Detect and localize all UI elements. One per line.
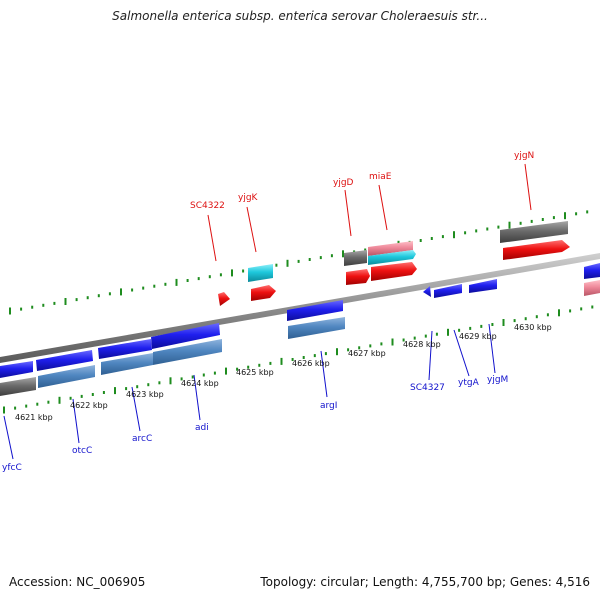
gene-yjgN-feature[interactable] — [503, 240, 570, 260]
gene-label-SC4327[interactable]: SC4327 — [410, 383, 445, 393]
gene-yjgK-cyan-feature[interactable] — [248, 264, 273, 282]
axis-label-4627: 4627 kbp — [348, 349, 386, 358]
gene-gray-left-bottom[interactable] — [0, 377, 36, 396]
plus-strand-ticks — [9, 210, 589, 315]
gene-label-yfcC[interactable]: yfcC — [2, 463, 22, 473]
gene-adi-feature[interactable] — [151, 323, 220, 349]
gene-label-miaE[interactable]: miaE — [369, 172, 392, 182]
gene-pink-right-edge[interactable] — [584, 280, 600, 296]
minus-strand-ticks — [3, 305, 594, 414]
axis-label-4621: 4621 kbp — [15, 413, 53, 422]
axis-label-4623: 4623 kbp — [126, 390, 164, 399]
axis-label-4628: 4628 kbp — [403, 340, 441, 349]
gene-yjgD-gray-feature[interactable] — [344, 250, 367, 266]
gene-miaE-feature[interactable] — [371, 262, 417, 281]
gene-label-yjgN[interactable]: yjgN — [514, 151, 534, 161]
gene-yjgN-gray-feature[interactable] — [500, 221, 568, 243]
gene-label-yjgD[interactable]: yjgD — [333, 178, 354, 188]
label-leader-lines — [3, 163, 532, 460]
gene-argI-feature[interactable] — [287, 300, 343, 321]
gene-label-yjgM[interactable]: yjgM — [487, 375, 508, 385]
gene-SC4322-feature[interactable] — [218, 292, 230, 306]
axis-label-4626: 4626 kbp — [292, 359, 330, 368]
gene-label-ytgA[interactable]: ytgA — [458, 378, 480, 388]
gene-otcC-feature[interactable] — [36, 350, 93, 371]
gene-ytgA-feature[interactable] — [434, 284, 462, 298]
gene-arcC-subfeature[interactable] — [101, 353, 153, 375]
gene-label-yjgK[interactable]: yjgK — [238, 193, 259, 203]
accession-text: Accession: NC_006905 — [9, 575, 146, 589]
axis-label-4625: 4625 kbp — [236, 368, 274, 377]
genome-summary-text: Topology: circular; Length: 4,755,700 bp… — [260, 575, 590, 589]
genome-title: Salmonella enterica subsp. enterica sero… — [112, 9, 488, 23]
gene-label-otcC[interactable]: otcC — [72, 446, 92, 456]
gene-right-edge-feature[interactable] — [584, 263, 600, 279]
axis-label-4622: 4622 kbp — [70, 401, 108, 410]
axis-label-4629: 4629 kbp — [459, 332, 497, 341]
gene-adi-subfeature[interactable] — [153, 339, 222, 365]
axis-label-4630: 4630 kbp — [514, 323, 552, 332]
gene-arcC-feature[interactable] — [98, 339, 152, 359]
gene-miaE-cyan-feature[interactable] — [368, 250, 416, 265]
gene-label-adi[interactable]: adi — [195, 423, 209, 433]
gene-label-argI[interactable]: argI — [320, 401, 337, 411]
gene-yjgD-feature[interactable] — [346, 269, 370, 285]
gene-SC4327-feature[interactable] — [423, 286, 431, 297]
gene-argI-subfeature[interactable] — [288, 317, 345, 339]
gene-yjgM-feature[interactable] — [469, 279, 497, 293]
gene-yjgK-feature[interactable] — [251, 285, 276, 301]
gene-label-arcC[interactable]: arcC — [132, 434, 152, 444]
axis-label-4624: 4624 kbp — [181, 379, 219, 388]
gene-label-SC4322[interactable]: SC4322 — [190, 201, 225, 211]
gene-miaE-pink-feature[interactable] — [368, 241, 413, 256]
gene-yfcC-feature[interactable] — [0, 361, 33, 378]
gene-otcC-subfeature[interactable] — [38, 365, 95, 388]
